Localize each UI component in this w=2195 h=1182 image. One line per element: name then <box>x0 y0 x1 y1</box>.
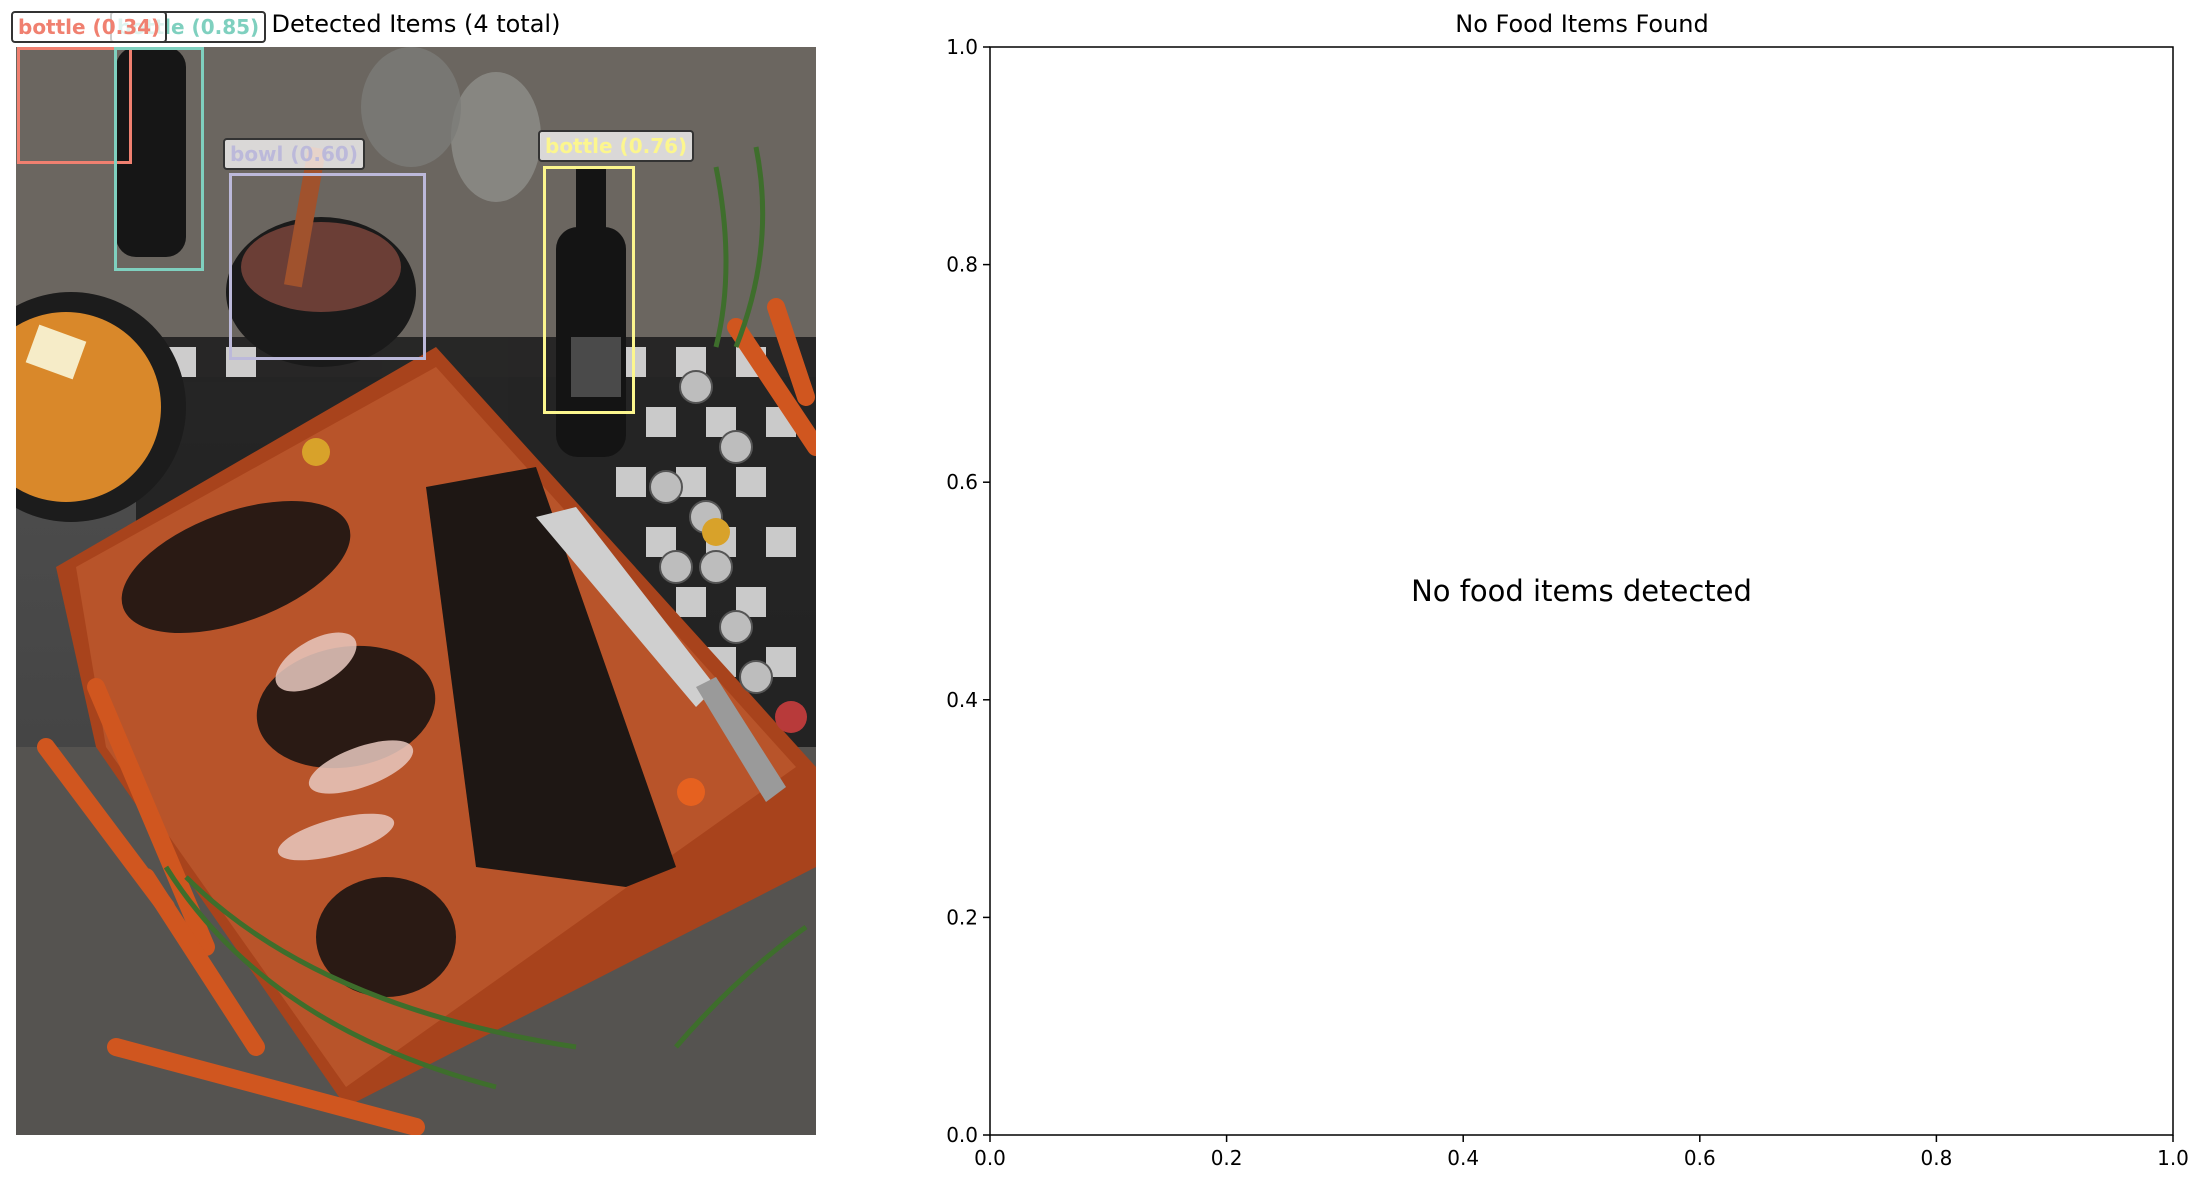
y-tick-label: 0.4 <box>946 688 978 712</box>
x-tick-label: 0.2 <box>1211 1146 1243 1170</box>
x-tick-label: 0.4 <box>1447 1146 1479 1170</box>
y-tick-label: 0.0 <box>946 1123 978 1147</box>
rib-rack <box>426 467 676 887</box>
y-tick-label: 0.6 <box>946 470 978 494</box>
bottle-left <box>116 47 186 257</box>
x-tick-label: 0.8 <box>1920 1146 1952 1170</box>
bottle-caps <box>649 370 773 694</box>
no-data-annotation: No food items detected <box>1411 574 1752 608</box>
food-photo <box>16 47 816 1135</box>
x-tick-label: 0.0 <box>974 1146 1006 1170</box>
y-tick-label: 1.0 <box>946 35 978 59</box>
carrots <box>37 298 816 1135</box>
y-tick-label: 0.8 <box>946 253 978 277</box>
chart-title: No Food Items Found <box>1455 10 1709 38</box>
plot-frame <box>989 46 2174 1136</box>
ribs <box>121 501 456 997</box>
knife <box>536 507 716 707</box>
x-tick-label: 0.6 <box>1684 1146 1716 1170</box>
y-tick-label: 0.2 <box>946 905 978 929</box>
x-tick-label: 1.0 <box>2157 1146 2189 1170</box>
detection-title: Detected Items (4 total) <box>271 10 561 38</box>
